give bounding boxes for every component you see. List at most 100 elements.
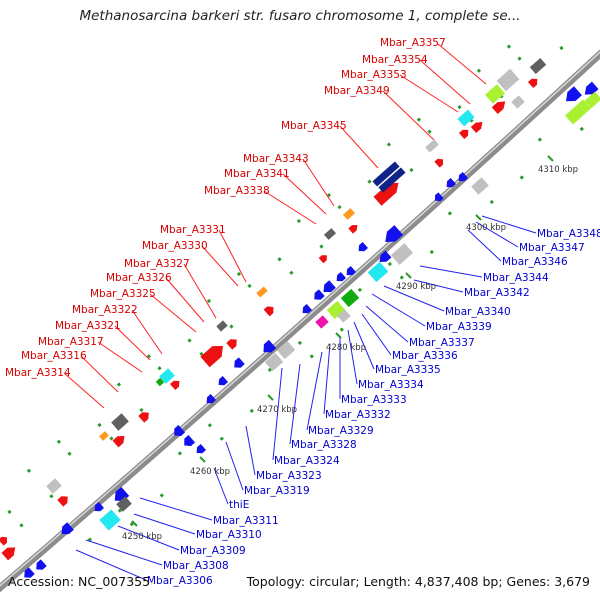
- gene-feature-reverse[interactable]: [444, 178, 457, 190]
- gene-label[interactable]: Mbar_A3344: [483, 272, 549, 284]
- gene-label[interactable]: Mbar_A3335: [375, 364, 441, 376]
- gene-feature-box[interactable]: [584, 91, 600, 109]
- gene-label[interactable]: Mbar_A3309: [180, 545, 246, 557]
- gene-feature-reverse[interactable]: [194, 444, 207, 456]
- gene-label[interactable]: Mbar_A3337: [409, 337, 475, 349]
- gene-feature-box[interactable]: [337, 309, 351, 323]
- gene-label[interactable]: Mbar_A3346: [502, 256, 568, 268]
- gene-label[interactable]: Mbar_A3332: [325, 409, 391, 421]
- gene-label[interactable]: Mbar_A3348: [537, 228, 600, 240]
- gene-feature-reverse[interactable]: [456, 172, 469, 184]
- gene-feature-reverse[interactable]: [216, 376, 229, 388]
- gene-feature-box[interactable]: [46, 478, 62, 494]
- gene-feature-box[interactable]: [485, 84, 505, 104]
- gene-label[interactable]: Mbar_A3328: [291, 439, 357, 451]
- gene-feature-forward[interactable]: [348, 222, 359, 234]
- gene-feature-forward[interactable]: [373, 178, 403, 206]
- gene-feature-box[interactable]: [256, 286, 268, 298]
- gene-label[interactable]: Mbar_A3324: [274, 455, 340, 467]
- gene-label[interactable]: Mbar_A3339: [426, 321, 492, 333]
- gene-feature-reverse[interactable]: [58, 522, 74, 537]
- gene-feature-forward[interactable]: [458, 127, 471, 139]
- gene-label[interactable]: Mbar_A3340: [445, 306, 511, 318]
- gene-feature-forward[interactable]: [57, 493, 70, 507]
- gene-feature-box[interactable]: [390, 243, 414, 265]
- gene-feature-forward[interactable]: [200, 341, 227, 368]
- gene-label[interactable]: Mbar_A3314: [5, 367, 71, 379]
- gene-feature-forward[interactable]: [491, 98, 508, 115]
- gene-feature-box[interactable]: [457, 109, 475, 127]
- gene-feature-box[interactable]: [216, 320, 228, 332]
- gene-label[interactable]: Mbar_A3333: [341, 394, 407, 406]
- gene-label[interactable]: Mbar_A3349: [324, 85, 390, 97]
- gene-feature-reverse[interactable]: [171, 424, 186, 439]
- gene-feature-reverse[interactable]: [581, 81, 599, 99]
- gene-label[interactable]: Mbar_A3343: [243, 153, 309, 165]
- gene-feature-forward[interactable]: [169, 378, 182, 390]
- gene-label[interactable]: Mbar_A3317: [38, 336, 104, 348]
- gene-feature-reverse[interactable]: [334, 272, 347, 284]
- gene-feature-forward[interactable]: [138, 409, 151, 423]
- gene-feature-box[interactable]: [155, 377, 165, 387]
- gene-feature-box[interactable]: [99, 431, 109, 441]
- gene-label[interactable]: Mbar_A3347: [519, 242, 585, 254]
- gene-feature-reverse[interactable]: [344, 266, 357, 278]
- gene-feature-reverse[interactable]: [204, 394, 217, 406]
- gene-feature-box[interactable]: [378, 167, 406, 193]
- gene-feature-box[interactable]: [323, 228, 337, 240]
- gene-label[interactable]: Mbar_A3306: [147, 575, 213, 587]
- gene-label[interactable]: Mbar_A3325: [90, 288, 156, 300]
- gene-feature-box[interactable]: [99, 509, 121, 531]
- gene-label[interactable]: Mbar_A3327: [124, 258, 190, 270]
- gene-feature-reverse[interactable]: [260, 339, 277, 356]
- gene-feature-forward[interactable]: [434, 156, 445, 168]
- gene-feature-forward[interactable]: [263, 304, 277, 317]
- gene-label[interactable]: Mbar_A3329: [308, 425, 374, 437]
- gene-feature-box[interactable]: [529, 57, 547, 75]
- gene-feature-reverse[interactable]: [92, 502, 105, 514]
- gene-feature-box[interactable]: [326, 300, 346, 320]
- gene-feature-reverse[interactable]: [381, 225, 404, 247]
- gene-label[interactable]: Mbar_A3330: [142, 240, 208, 252]
- gene-feature-box[interactable]: [116, 496, 132, 512]
- gene-label[interactable]: Mbar_A3319: [244, 485, 310, 497]
- gene-label[interactable]: Mbar_A3353: [341, 69, 407, 81]
- gene-feature-forward[interactable]: [318, 253, 330, 264]
- gene-label[interactable]: Mbar_A3342: [464, 287, 530, 299]
- gene-label[interactable]: Mbar_A3310: [196, 529, 262, 541]
- gene-feature-box[interactable]: [159, 368, 175, 384]
- gene-feature-reverse[interactable]: [356, 242, 369, 254]
- gene-feature-reverse[interactable]: [311, 289, 325, 302]
- gene-label[interactable]: Mbar_A3334: [358, 379, 424, 391]
- gene-feature-box[interactable]: [496, 68, 520, 92]
- gene-label[interactable]: Mbar_A3321: [55, 320, 121, 332]
- gene-label[interactable]: thiE: [229, 499, 249, 511]
- gene-feature-reverse[interactable]: [33, 559, 47, 572]
- gene-feature-box[interactable]: [511, 95, 525, 109]
- gene-feature-reverse[interactable]: [300, 304, 313, 316]
- gene-feature-reverse[interactable]: [21, 567, 35, 580]
- gene-feature-forward[interactable]: [527, 76, 540, 88]
- gene-label[interactable]: Mbar_A3341: [224, 168, 290, 180]
- gene-feature-forward[interactable]: [226, 336, 239, 350]
- gene-feature-reverse[interactable]: [320, 280, 336, 295]
- gene-feature-reverse[interactable]: [231, 357, 245, 370]
- gene-feature-box[interactable]: [565, 99, 591, 125]
- gene-feature-box[interactable]: [111, 413, 129, 431]
- gene-feature-forward[interactable]: [0, 534, 10, 546]
- gene-label[interactable]: Mbar_A3354: [362, 54, 428, 66]
- gene-feature-box[interactable]: [425, 139, 439, 153]
- gene-feature-reverse[interactable]: [562, 86, 582, 106]
- gene-feature-box[interactable]: [276, 340, 296, 360]
- gene-feature-box[interactable]: [342, 208, 356, 220]
- gene-feature-box[interactable]: [315, 315, 329, 329]
- gene-label[interactable]: Mbar_A3338: [204, 185, 270, 197]
- gene-label[interactable]: Mbar_A3336: [392, 350, 458, 362]
- gene-feature-forward[interactable]: [112, 433, 128, 448]
- gene-label[interactable]: Mbar_A3323: [256, 470, 322, 482]
- gene-label[interactable]: Mbar_A3311: [213, 515, 279, 527]
- gene-feature-reverse[interactable]: [432, 192, 444, 203]
- gene-feature-reverse[interactable]: [181, 434, 196, 449]
- gene-feature-box[interactable]: [340, 288, 360, 308]
- gene-label[interactable]: Mbar_A3345: [281, 120, 347, 132]
